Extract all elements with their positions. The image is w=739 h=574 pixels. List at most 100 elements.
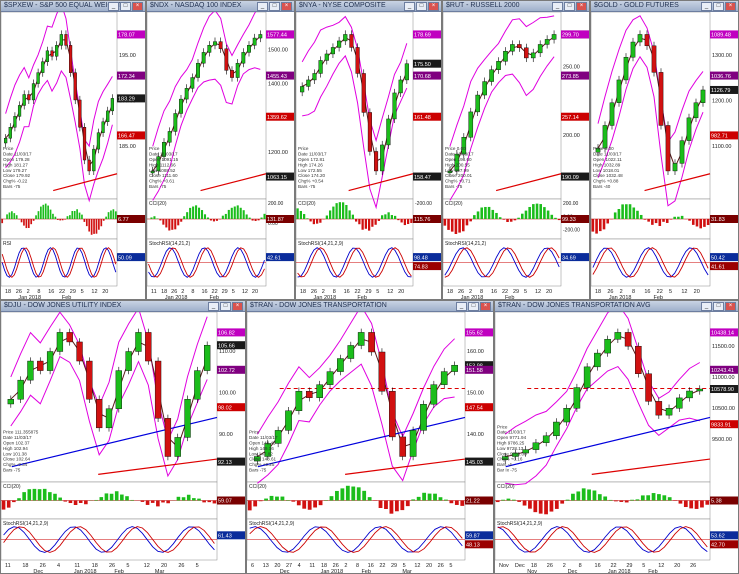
chart-window-2[interactable]: $NYA - NYSE COMPOSITE _ □ × 175.50 178.69 170.… (295, 0, 442, 300)
price-badge-value: 190.09 (562, 175, 579, 181)
cci-badge-bg (710, 496, 738, 505)
candle (594, 352, 601, 368)
lower-band (449, 56, 555, 201)
stoch-badge: 50.09 (117, 253, 145, 261)
candle (517, 44, 522, 49)
close-button[interactable]: × (576, 2, 587, 11)
candle (361, 73, 366, 113)
maximize-button[interactable]: □ (220, 302, 231, 311)
minimize-button[interactable]: _ (404, 2, 415, 11)
stoch-d-line (249, 526, 463, 553)
x-tick-label: Nov (499, 563, 509, 569)
candle (295, 390, 303, 411)
close-button[interactable]: × (428, 2, 439, 11)
price-badge: 1359.62 (266, 112, 294, 121)
price-badge: 158.47 (413, 172, 441, 181)
price-badge-value: 257.14 (562, 115, 579, 121)
x-tick-label: 11 (151, 289, 157, 295)
x-tick-label: 18 (92, 563, 98, 569)
window-title: $SPXEW - S&P 500 EQUAL WEIGHT (4, 2, 123, 9)
price-badge: 145.03 (465, 457, 493, 466)
candle (162, 142, 166, 157)
x-tick-label: 26 (16, 289, 22, 295)
minimize-button[interactable]: _ (552, 2, 563, 11)
cci-badge-value: 21.22 (466, 499, 480, 505)
maximize-button[interactable]: □ (564, 2, 575, 11)
stoch-badge: 59.87 (465, 531, 493, 540)
price-tick-label: 140.00 (467, 432, 484, 438)
x-tick-label: 5 (81, 289, 84, 295)
candle (665, 125, 671, 172)
close-button[interactable]: × (480, 302, 491, 311)
info-line: High 9786.25 (497, 441, 525, 446)
maximize-button[interactable]: □ (416, 2, 427, 11)
candle (312, 73, 317, 81)
candle (194, 370, 201, 400)
stoch-badge-value: 53.62 (711, 534, 725, 540)
maximize-button[interactable]: □ (269, 2, 280, 11)
info-line: Bars -75 (298, 184, 316, 189)
window-titlebar[interactable]: $NYA - NYSE COMPOSITE _ □ × (296, 1, 441, 12)
candle (347, 345, 355, 359)
stoch-badge-bg (710, 531, 738, 540)
window-titlebar[interactable]: $NDX - NASDAQ 100 INDEX _ □ × (147, 1, 294, 12)
maximize-button[interactable]: □ (468, 302, 479, 311)
chart-window-4[interactable]: $GOLD - GOLD FUTURES _ □ × 1300.00 1200.00 110… (590, 0, 739, 300)
stoch-badge-bg (710, 540, 738, 549)
chart-window-6[interactable]: $TRAN - DOW JONES TRANSPORTATION _ □ × 160.0… (246, 300, 494, 574)
window-titlebar[interactable]: $SPXEW - S&P 500 EQUAL WEIGHT _ □ × (1, 1, 145, 12)
price-badge-value: 102.72 (218, 368, 235, 374)
maximize-button[interactable]: □ (713, 302, 724, 311)
info-line: Chg% +0.61 (149, 179, 175, 184)
close-button[interactable]: × (132, 2, 143, 11)
x-month-label: Dec (33, 569, 43, 574)
x-tick-label: 29 (626, 563, 632, 569)
x-tick-label: 16 (595, 563, 601, 569)
chart-window-7[interactable]: $TRAN - DOW JONES TRANSPORTATION AVG _ □ × 1… (494, 300, 739, 574)
info-line: Bars -75 (3, 468, 21, 473)
window-controls: _ □ × (257, 2, 292, 11)
chart-window-0[interactable]: $SPXEW - S&P 500 EQUAL WEIGHT_□×195.0019… (0, 0, 146, 300)
minimize-button[interactable]: _ (208, 302, 219, 311)
window-titlebar[interactable]: $TRAN - DOW JONES TRANSPORTATION AVG _ □ × (495, 301, 738, 312)
x-tick-label: 22 (610, 563, 616, 569)
window-titlebar[interactable]: $DJU - DOW JONES UTILITY INDEX _ □ × (1, 301, 245, 312)
minimize-button[interactable]: _ (701, 302, 712, 311)
close-button[interactable]: × (232, 302, 243, 311)
price-badge-value: 178.69 (414, 33, 431, 39)
chart-window-3[interactable]: $RUT - RUSSELL 2000_□×250.00200.00285.93… (442, 0, 590, 300)
candle (179, 98, 183, 114)
last-price-badge-bg (117, 94, 145, 103)
minimize-button[interactable]: _ (701, 2, 712, 11)
window-titlebar[interactable]: $GOLD - GOLD FUTURES _ □ × (591, 1, 738, 12)
x-tick-label: 12 (681, 289, 687, 295)
close-button[interactable]: × (281, 2, 292, 11)
maximize-button[interactable]: □ (713, 2, 724, 11)
maximize-button[interactable]: □ (120, 2, 131, 11)
candle (154, 360, 162, 419)
chart-window-1[interactable]: $NDX - NASDAQ 100 INDEX _ □ × 1500.00 1400.00… (146, 0, 295, 300)
x-tick-label: 5 (449, 563, 452, 569)
x-tick-label: 5 (642, 563, 645, 569)
stoch-badge: 41.61 (710, 262, 738, 270)
window-title: $TRAN - DOW JONES TRANSPORTATION AVG (498, 302, 651, 309)
minimize-button[interactable]: _ (456, 302, 467, 311)
close-button[interactable]: × (725, 302, 736, 311)
close-button[interactable]: × (725, 2, 736, 11)
minimize-button[interactable]: _ (257, 2, 268, 11)
x-tick-label: 8 (632, 289, 635, 295)
window-titlebar[interactable]: $RUT - RUSSELL 2000 _ □ × (443, 1, 589, 12)
chart-window-5[interactable]: $DJU - DOW JONES UTILITY INDEX _ □ × 110.00 1… (0, 300, 246, 574)
stoch-label: StochRSI(14,21,2,9) (298, 241, 344, 247)
candle (96, 399, 103, 429)
window-titlebar[interactable]: $TRAN - DOW JONES TRANSPORTATION _ □ × (247, 301, 493, 312)
price-tick-label: 9500.00 (712, 437, 732, 443)
candle (196, 62, 200, 78)
candle (343, 34, 348, 42)
price-tick-label: 11500.00 (712, 344, 735, 350)
stoch-badge: 50.42 (710, 253, 738, 261)
minimize-button[interactable]: _ (108, 2, 119, 11)
price-badge-value: 982.71 (711, 134, 728, 140)
stoch-d-line (148, 247, 265, 278)
